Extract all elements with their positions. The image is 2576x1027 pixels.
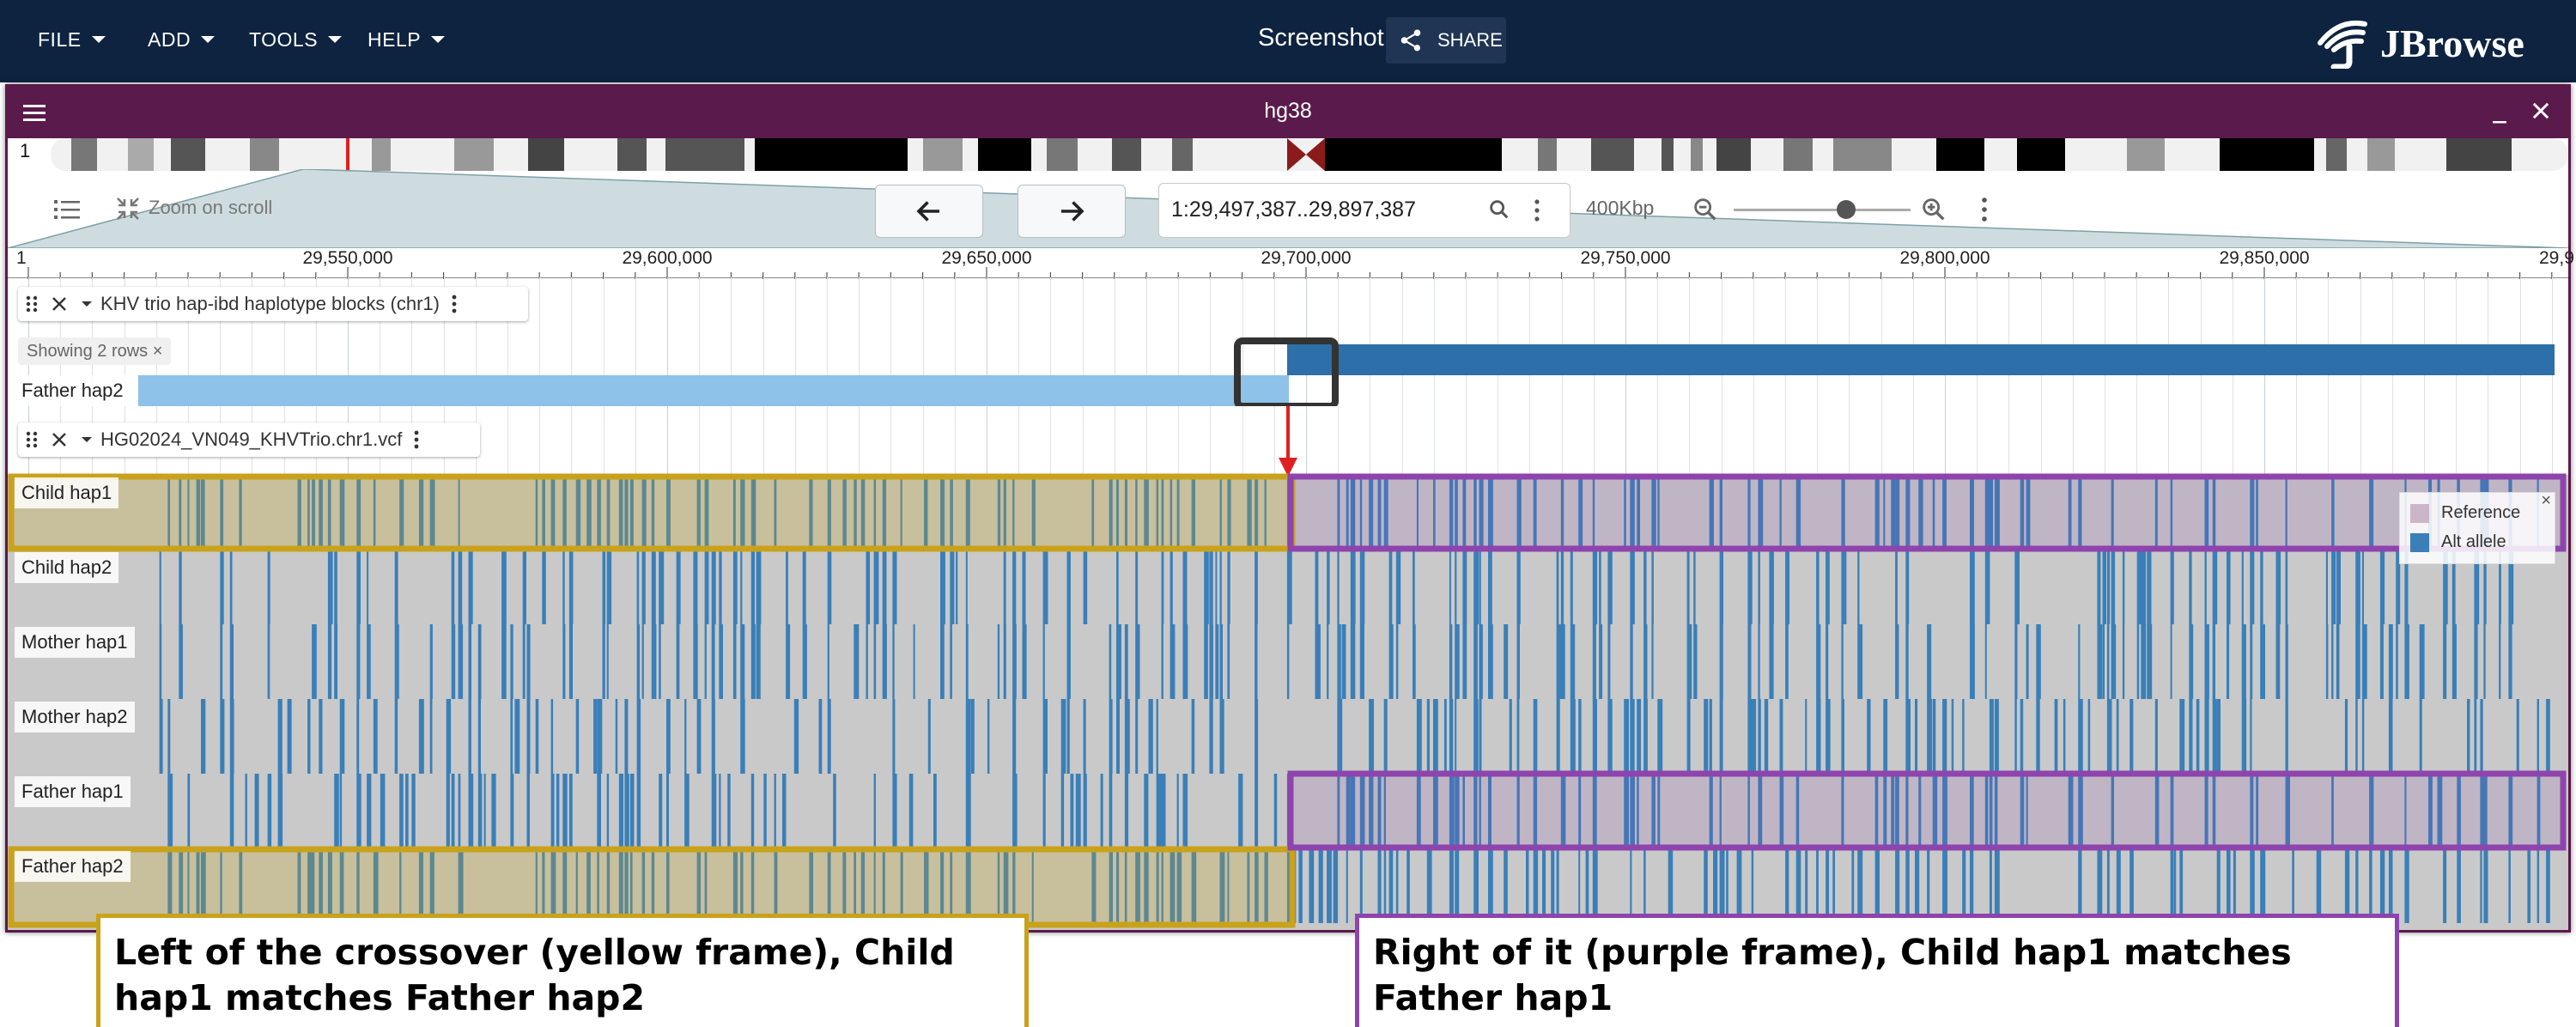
zoom-out-icon[interactable] xyxy=(1691,195,1720,224)
tools-menu-label: TOOLS xyxy=(249,27,319,51)
linear-genome-view: hg38 1 xyxy=(5,84,2574,933)
app-bar: FILE ADD TOOLS HELP Screenshot SHARE JBr… xyxy=(0,0,2576,82)
legend-close-icon[interactable]: × xyxy=(2541,491,2551,510)
logo-text: JBrowse xyxy=(2380,21,2524,65)
ruler-tick-label: 29,700,000 xyxy=(1261,248,1352,268)
hapibd-row-label: Father hap2 xyxy=(15,375,131,406)
annotation-left: Left of the crossover (yellow frame), Ch… xyxy=(96,914,1029,1027)
ruler-tick-label: 29,9 xyxy=(2539,248,2574,268)
zoom-in-icon[interactable] xyxy=(1919,195,1948,224)
bp-per-view-label: 400Kbp xyxy=(1586,197,1655,219)
ruler-start-label: 1 xyxy=(16,248,27,268)
ruler[interactable]: 1 29,550,000 29,600,000 29,650,000 29,70… xyxy=(8,248,2574,279)
sample-row-label: Father hap2 xyxy=(15,851,131,882)
vcf-track-name: HG02024_VN049_KHVTrio.chr1.vcf xyxy=(100,428,403,450)
annotation-right: Right of it (purple frame), Child hap1 m… xyxy=(1355,914,2399,1027)
hapibd-track-label: KHV trio hap-ibd haplotype blocks (chr1) xyxy=(18,287,528,321)
ruler-tick-label: 29,550,000 xyxy=(302,248,393,268)
haplotype-blocks[interactable] xyxy=(8,337,2568,406)
hamburger-menu-icon[interactable] xyxy=(21,102,47,125)
forward-button[interactable] xyxy=(1018,185,1126,238)
vcf-track-label: HG02024_VN049_KHVTrio.chr1.vcf xyxy=(18,422,480,457)
location-input[interactable]: 1:29,497,387..29,897,387 xyxy=(1158,183,1571,238)
sample-row-label: Mother hap2 xyxy=(15,702,135,732)
add-menu[interactable]: ADD xyxy=(148,26,216,53)
track-menu-icon[interactable] xyxy=(448,293,460,315)
sample-row-label: Child hap1 xyxy=(15,477,119,508)
zoom-slider[interactable] xyxy=(1734,198,1911,221)
share-button[interactable]: SHARE xyxy=(1386,17,1506,64)
caret-down-icon xyxy=(91,36,106,43)
share-button-label: SHARE xyxy=(1437,29,1503,51)
ruler-tick-label: 29,600,000 xyxy=(622,248,713,268)
sample-row-label: Child hap2 xyxy=(15,552,119,583)
showing-rows-chip[interactable]: Showing 2 rows × xyxy=(18,337,172,365)
zoom-slider-rail xyxy=(1734,209,1911,211)
help-menu[interactable]: HELP xyxy=(368,26,446,53)
ruler-tick-label: 29,800,000 xyxy=(1899,248,1990,268)
file-menu[interactable]: FILE xyxy=(38,26,106,53)
close-icon[interactable] xyxy=(2529,99,2553,123)
track-list-icon[interactable] xyxy=(52,197,82,222)
highlight-frames xyxy=(8,473,2567,928)
compress-arrows-icon[interactable] xyxy=(114,195,142,222)
file-menu-label: FILE xyxy=(38,27,82,51)
legend-item-reference: Reference xyxy=(2410,503,2520,523)
caret-down-icon xyxy=(201,36,216,43)
ruler-ticks xyxy=(27,267,2553,279)
minimize-icon[interactable] xyxy=(2489,106,2510,126)
ruler-tick-label: 29,650,000 xyxy=(941,248,1032,268)
add-menu-label: ADD xyxy=(148,27,191,51)
chromosome-label: 1 xyxy=(20,140,31,161)
legend-swatch xyxy=(2410,532,2429,552)
sample-row-label: Father hap1 xyxy=(15,776,131,807)
arrow-left-icon xyxy=(916,201,939,222)
hapibd-track-name: KHV trio hap-ibd haplotype blocks (chr1) xyxy=(100,293,440,314)
drag-handle-icon[interactable] xyxy=(25,294,39,314)
caret-down-icon xyxy=(328,36,343,43)
help-menu-label: HELP xyxy=(368,27,422,51)
chromosome-ideogram[interactable] xyxy=(51,138,2568,171)
close-icon[interactable] xyxy=(51,295,68,313)
caret-down-icon xyxy=(431,36,446,43)
locstr-more-icon[interactable] xyxy=(1528,198,1546,223)
tools-menu[interactable]: TOOLS xyxy=(249,26,343,53)
view-title[interactable]: hg38 xyxy=(1264,99,1312,123)
view-header: hg38 xyxy=(8,87,2568,138)
session-name[interactable]: Screenshot xyxy=(1258,24,1384,52)
back-button[interactable] xyxy=(875,185,983,238)
view-more-icon[interactable] xyxy=(1976,195,1993,224)
jbrowse-logo-icon xyxy=(2318,21,2367,69)
search-icon[interactable] xyxy=(1487,198,1511,222)
close-icon[interactable] xyxy=(51,431,68,448)
chevron-down-icon[interactable] xyxy=(80,299,94,309)
drag-handle-icon[interactable] xyxy=(25,429,39,450)
legend-label: Alt allele xyxy=(2441,532,2506,551)
track-menu-icon[interactable] xyxy=(410,428,422,451)
location-text[interactable]: 1:29,497,387..29,897,387 xyxy=(1171,198,1416,222)
crossover-arrow xyxy=(1279,406,1297,477)
arrow-right-icon xyxy=(1061,201,1084,222)
ruler-tick-label: 29,850,000 xyxy=(2219,248,2310,268)
legend-item-alt: Alt allele xyxy=(2410,532,2506,552)
genotype-legend: × Reference Alt allele xyxy=(2399,491,2555,564)
chevron-down-icon[interactable] xyxy=(80,434,94,445)
jbrowse-logo: JBrowse xyxy=(2313,17,2537,69)
legend-label: Reference xyxy=(2441,503,2521,522)
legend-swatch xyxy=(2410,503,2429,523)
ruler-tick-label: 29,750,000 xyxy=(1580,248,1671,268)
share-icon xyxy=(1400,29,1421,52)
zoom-slider-thumb[interactable] xyxy=(1836,200,1856,219)
zoom-on-scroll-toggle[interactable]: Zoom on scroll xyxy=(149,197,273,218)
sample-row-label: Mother hap1 xyxy=(15,627,135,658)
